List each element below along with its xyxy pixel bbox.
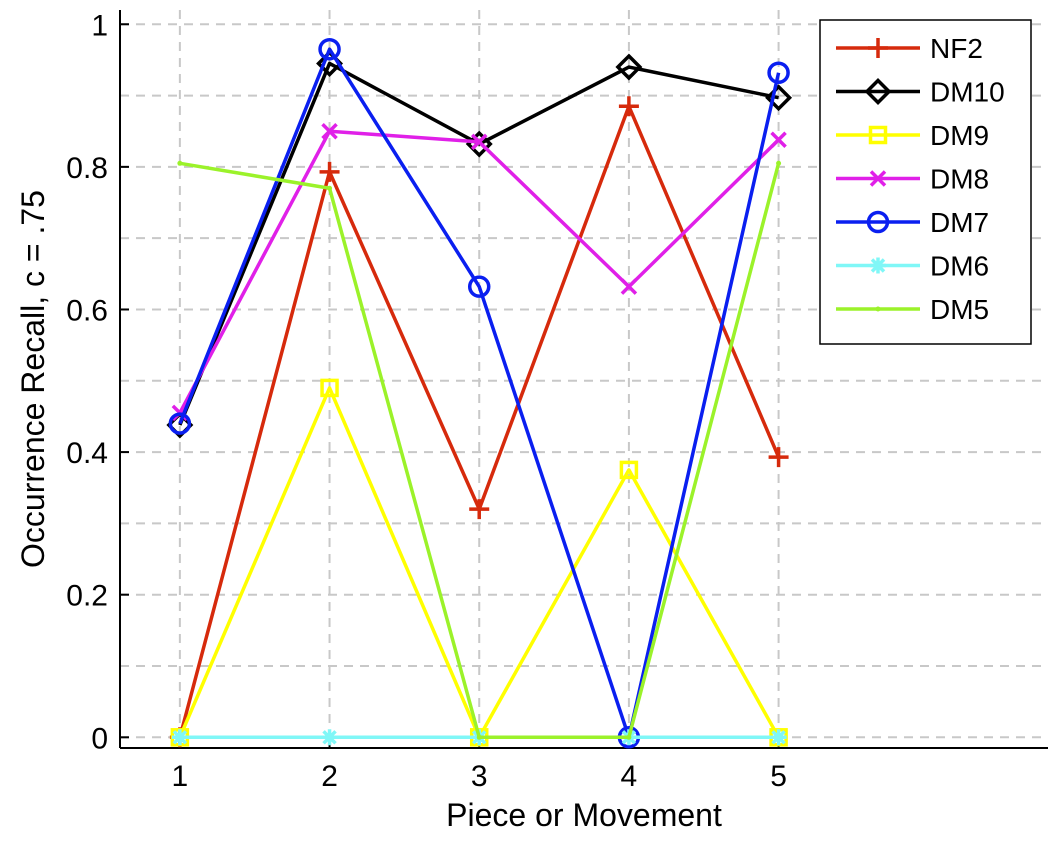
legend-item-dm8: DM8: [836, 164, 989, 195]
data-point-dm10: [615, 53, 643, 81]
series-group: [166, 37, 793, 749]
data-point-dm8: [321, 122, 338, 140]
series-nf2: [169, 96, 789, 748]
data-point-dm10: [765, 84, 793, 112]
legend-label-dm5: DM5: [930, 294, 989, 325]
legend-marker-nf2: [868, 38, 888, 58]
axes: 1 2 3 4 5 0 0.2 0.4 0.6 0.8 1: [66, 9, 1048, 793]
data-point-dm10: [166, 411, 194, 439]
legend-item-dm7: DM7: [836, 207, 989, 238]
series-dm5: [177, 160, 782, 740]
series-line-dm7: [178, 47, 781, 740]
data-point-nf2: [469, 499, 490, 520]
legend-marker-dm5: [875, 306, 881, 312]
x-tick-label: 1: [172, 760, 189, 793]
data-point-dm6: [171, 729, 188, 746]
legend-label-dm10: DM10: [930, 77, 1005, 108]
data-point-nf2: [768, 447, 789, 468]
data-point-dm9: [320, 378, 339, 398]
series-dm8: [171, 122, 787, 422]
data-point-nf2: [319, 161, 340, 182]
y-tick-label: 0: [91, 722, 108, 755]
legend-label-dm7: DM7: [930, 207, 989, 238]
data-point-dm5: [327, 185, 333, 191]
legend-marker-dm10: [864, 78, 892, 105]
data-point-dm5: [626, 734, 632, 740]
x-tick-label: 3: [471, 760, 488, 793]
x-tick-label: 2: [321, 760, 338, 793]
data-point-dm5: [476, 734, 482, 740]
data-point-dm6: [770, 729, 787, 746]
legend-marker-dm6: [870, 257, 886, 274]
data-point-dm7: [168, 412, 192, 435]
y-tick-label: 0.2: [66, 580, 108, 613]
data-point-dm7: [467, 275, 491, 298]
y-axis-label: Occurrence Recall, c = .75: [15, 190, 51, 568]
legend: NF2 DM10 DM9 DM8 DM7 DM6 DM5: [819, 19, 1032, 345]
legend-label-dm6: DM6: [930, 251, 989, 282]
data-point-dm8: [770, 131, 787, 149]
y-tick-label: 0.4: [66, 437, 108, 470]
legend-marker-dm9: [868, 125, 888, 145]
legend-marker-dm8: [869, 170, 887, 187]
data-point-dm7: [318, 37, 341, 61]
data-point-dm9: [619, 460, 639, 480]
legend-item-dm10: DM10: [836, 77, 1005, 108]
series-dm7: [168, 37, 790, 749]
legend-label-dm8: DM8: [930, 164, 989, 195]
y-tick-label: 0.6: [66, 294, 108, 327]
y-tick-label: 1: [91, 9, 108, 42]
x-tick-label: 5: [770, 760, 787, 793]
legend-item-dm9: DM9: [836, 120, 989, 151]
data-point-dm8: [470, 133, 488, 151]
x-axis-label: Piece or Movement: [446, 797, 722, 833]
data-point-dm8: [620, 278, 638, 295]
data-point-dm7: [767, 61, 790, 84]
data-point-dm5: [776, 160, 782, 166]
legend-marker-dm7: [866, 210, 890, 234]
legend-box: [819, 19, 1032, 345]
y-tick-label: 0.8: [66, 152, 108, 185]
legend-label-dm9: DM9: [930, 120, 989, 151]
data-point-dm6: [321, 729, 338, 746]
legend-item-nf2: NF2: [836, 33, 983, 64]
legend-item-dm5: DM5: [836, 294, 989, 325]
x-tick-label: 4: [621, 760, 638, 793]
legend-label-nf2: NF2: [930, 33, 983, 64]
data-point-nf2: [618, 96, 639, 117]
legend-item-dm6: DM6: [836, 251, 989, 282]
data-point-dm5: [177, 160, 183, 166]
